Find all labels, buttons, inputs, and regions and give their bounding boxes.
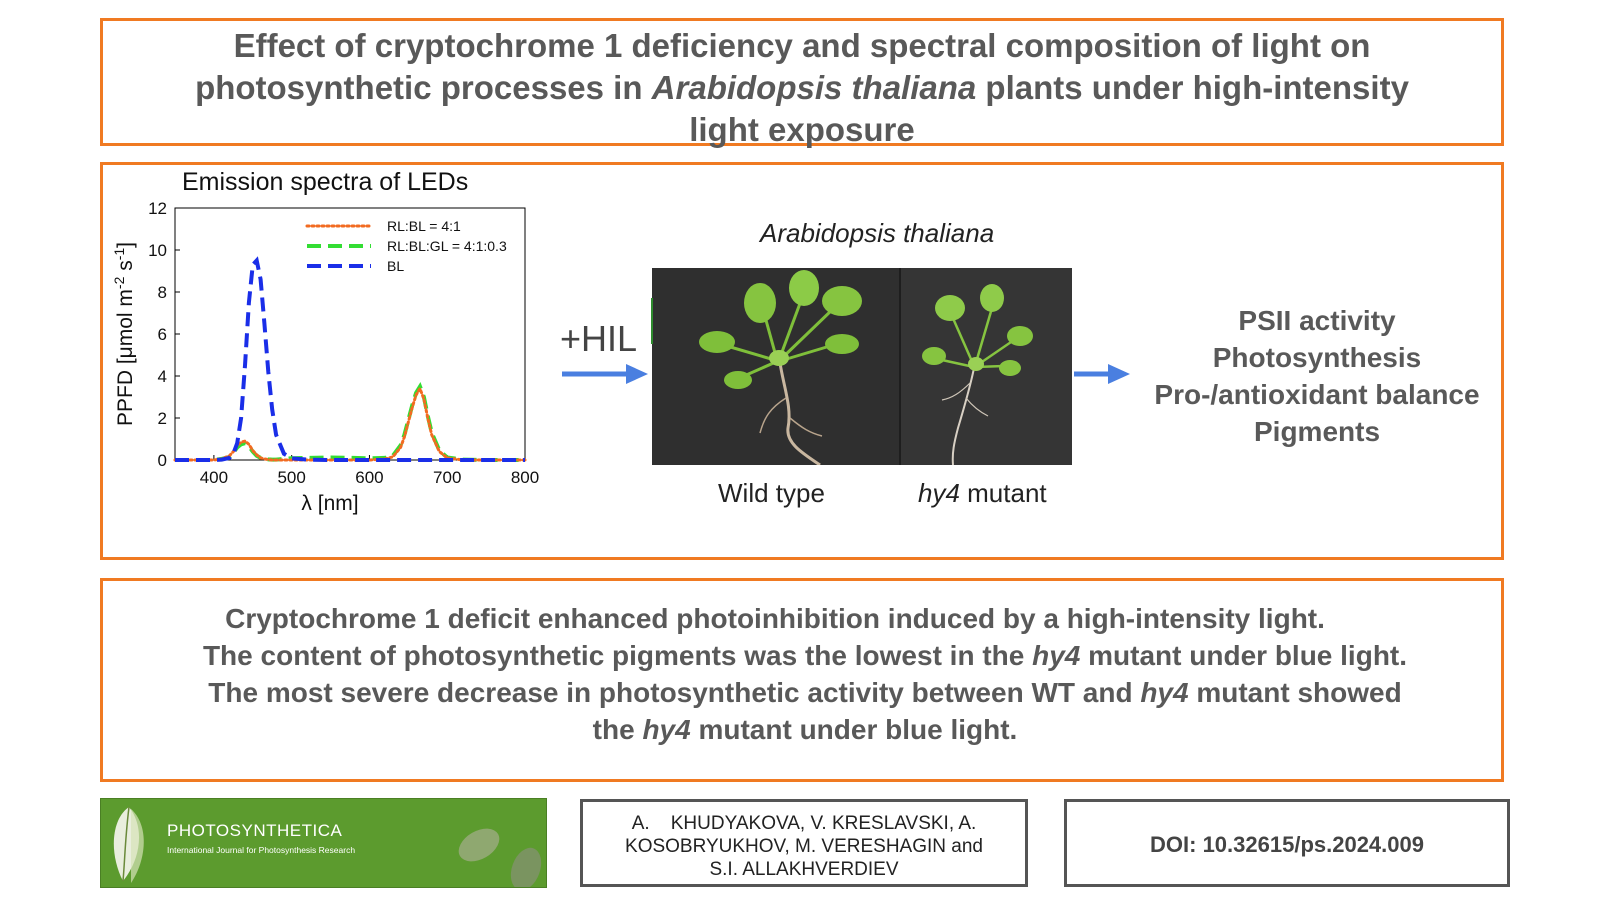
title-line-2: photosynthetic processes in Arabidopsis … (103, 67, 1501, 109)
poster-title: Effect of cryptochrome 1 deficiency and … (103, 25, 1501, 151)
y-tick-label-5: 10 (148, 241, 167, 260)
title-species-name: Arabidopsis thaliana (651, 69, 977, 106)
conclusion-line-4-pre: the (592, 714, 643, 745)
y-axis-label: PPFD [μmol m-2 s-1] (111, 242, 137, 426)
authors-line-1: A. KHUDYAKOVA, V. KRESLAVSKI, A. (631, 813, 977, 834)
y-label-sup-1: -2 (111, 276, 127, 289)
title-line-2-post: plants under high-intensity (976, 69, 1409, 106)
mutant-label-post: mutant (959, 478, 1047, 508)
journal-banner: PHOTOSYNTHETICA International Journal fo… (100, 798, 547, 888)
x-tick-label-3: 700 (433, 468, 461, 487)
series-line-1 (175, 381, 525, 462)
title-box: Effect of cryptochrome 1 deficiency and … (100, 18, 1504, 148)
wild-type-label: Wild type (718, 478, 825, 508)
outcome-psii-activity: PSII activity (1238, 305, 1396, 336)
authors-text: A. KHUDYAKOVA, V. KRESLAVSKI, A. KOSOBRY… (593, 812, 1015, 881)
y-label-part-3: ] (114, 242, 137, 248)
outcome-pigments: Pigments (1253, 416, 1381, 447)
hil-label: +HIL (560, 318, 638, 359)
mutant-plant-icon (922, 284, 1033, 465)
x-axis-label: λ [nm] (301, 492, 358, 515)
title-line-3: light exposure (689, 111, 915, 148)
plant-illustration (699, 270, 1033, 465)
legend-label-0: RL:BL = 4:1 (387, 218, 461, 234)
scale-bar-icon (651, 298, 653, 344)
conclusion-line-1: Cryptochrome 1 deficit enhanced photoinh… (225, 603, 1325, 634)
y-tick-label-2: 4 (158, 367, 167, 386)
arrow-right-icon (562, 364, 648, 384)
series-line-0 (173, 385, 527, 462)
outcome-photosynthesis: Photosynthesis (1212, 342, 1422, 373)
x-tick-label-2: 600 (355, 468, 383, 487)
y-tick-label-4: 8 (158, 283, 167, 302)
chart-legend: RL:BL = 4:1 RL:BL:GL = 4:1:0.3 BL (305, 218, 507, 274)
conclusion-line-2-post: mutant under blue light. (1080, 640, 1408, 671)
wild-type-plant-icon (699, 270, 862, 465)
authors-line-3: S.I. ALLAKHVERDIEV (709, 859, 899, 880)
journal-subtitle: International Journal for Photosynthesis… (167, 845, 356, 855)
x-tick-label-0: 400 (200, 468, 228, 487)
emission-spectra-chart: 400 500 600 700 800 0 2 4 6 8 10 12 λ [nm] PPFD [μmol… (111, 200, 539, 515)
conclusions-box: Cryptochrome 1 deficit enhanced photoinh… (100, 578, 1504, 782)
species-label: Arabidopsis thaliana (760, 218, 995, 248)
chart-title: Emission spectra of LEDs (182, 168, 469, 196)
y-label-part-1: PPFD [μmol m (114, 289, 137, 426)
journal-name: PHOTOSYNTHETICA (167, 821, 343, 840)
y-tick-label-1: 2 (158, 409, 167, 428)
y-label-sup-2: -1 (111, 248, 127, 261)
series-line-2 (175, 256, 525, 462)
y-tick-label-6: 12 (148, 200, 167, 218)
authors-line-2: KOSOBRYUKHOV, M. VERESHAGIN and (625, 836, 983, 857)
title-line-2-pre: photosynthetic processes in (195, 69, 652, 106)
photo-divider (899, 268, 901, 465)
doi-box: DOI: 10.32615/ps.2024.009 (1064, 799, 1510, 887)
conclusion-line-3-post: mutant showed (1188, 677, 1402, 708)
arrow-right-icon-2 (1074, 364, 1130, 384)
legend-label-1: RL:BL:GL = 4:1:0.3 (387, 238, 507, 254)
conclusion-line-3-pre: The most severe decrease in photosynthet… (208, 677, 1141, 708)
x-tick-label-1: 500 (277, 468, 305, 487)
mutant-label: hy4 mutant (918, 478, 1047, 509)
doi-text: DOI: 10.32615/ps.2024.009 (1150, 832, 1424, 857)
outcome-pro-antioxidant-balance: Pro-/antioxidant balance (1154, 379, 1480, 410)
authors-box: A. KHUDYAKOVA, V. KRESLAVSKI, A. KOSOBRY… (580, 799, 1028, 887)
conclusion-line-4-italic: hy4 (642, 714, 691, 745)
chart-axes: 400 500 600 700 800 0 2 4 6 8 10 12 λ [nm] PPFD [μmol… (111, 200, 539, 515)
conclusion-line-3-italic: hy4 (1140, 677, 1189, 708)
journal-leaf-icon (101, 799, 546, 887)
y-tick-label-0: 0 (158, 451, 167, 470)
y-tick-label-3: 6 (158, 325, 167, 344)
plant-photo (652, 268, 1072, 465)
outcomes-list: PSII activity Photosynthesis Pro-/antiox… (1132, 302, 1502, 450)
conclusion-line-3: The most severe decrease in photosynthet… (103, 677, 1507, 709)
legend-label-2: BL (387, 258, 404, 274)
conclusion-line-2-pre: The content of photosynthetic pigments w… (202, 640, 1033, 671)
chart-series (173, 256, 527, 462)
title-line-1: Effect of cryptochrome 1 deficiency and … (233, 27, 1371, 64)
y-label-part-2: s (114, 260, 137, 276)
conclusion-line-4-post: mutant under blue light. (690, 714, 1018, 745)
mutant-label-italic: hy4 (918, 478, 960, 508)
conclusion-line-2-italic: hy4 (1032, 640, 1081, 671)
conclusion-line-4: the hy4 mutant under blue light. (103, 714, 1507, 746)
conclusion-line-2: The content of photosynthetic pigments w… (103, 640, 1507, 672)
x-tick-label-4: 800 (511, 468, 539, 487)
